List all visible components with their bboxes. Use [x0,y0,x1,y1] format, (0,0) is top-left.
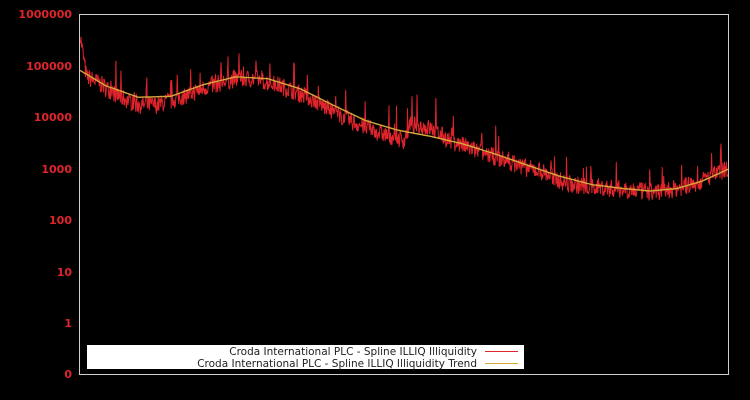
y-tick-label: 1000000 [18,8,72,21]
y-tick-label: 1 [64,317,72,330]
y-tick-label: 0 [64,368,72,381]
y-tick-label: 100000 [26,60,72,73]
y-tick-label: 10 [57,266,73,279]
illiquidity-trend-line [79,69,729,192]
y-tick-label: 100 [49,214,72,227]
series-layer [79,36,729,201]
y-tick-label: 10000 [34,111,73,124]
legend-label-trend: Croda International PLC - Spline ILLIQ I… [197,358,477,370]
y-axis-labels: 1000000 100000 10000 1000 100 10 1 0 [18,8,72,381]
y-tick-label: 1000 [41,163,72,176]
illiquidity-series-line [79,36,729,201]
legend: Croda International PLC - Spline ILLIQ I… [87,345,524,370]
legend-box [87,345,524,369]
plot-frame [79,14,729,375]
legend-label-series: Croda International PLC - Spline ILLIQ I… [229,346,477,358]
